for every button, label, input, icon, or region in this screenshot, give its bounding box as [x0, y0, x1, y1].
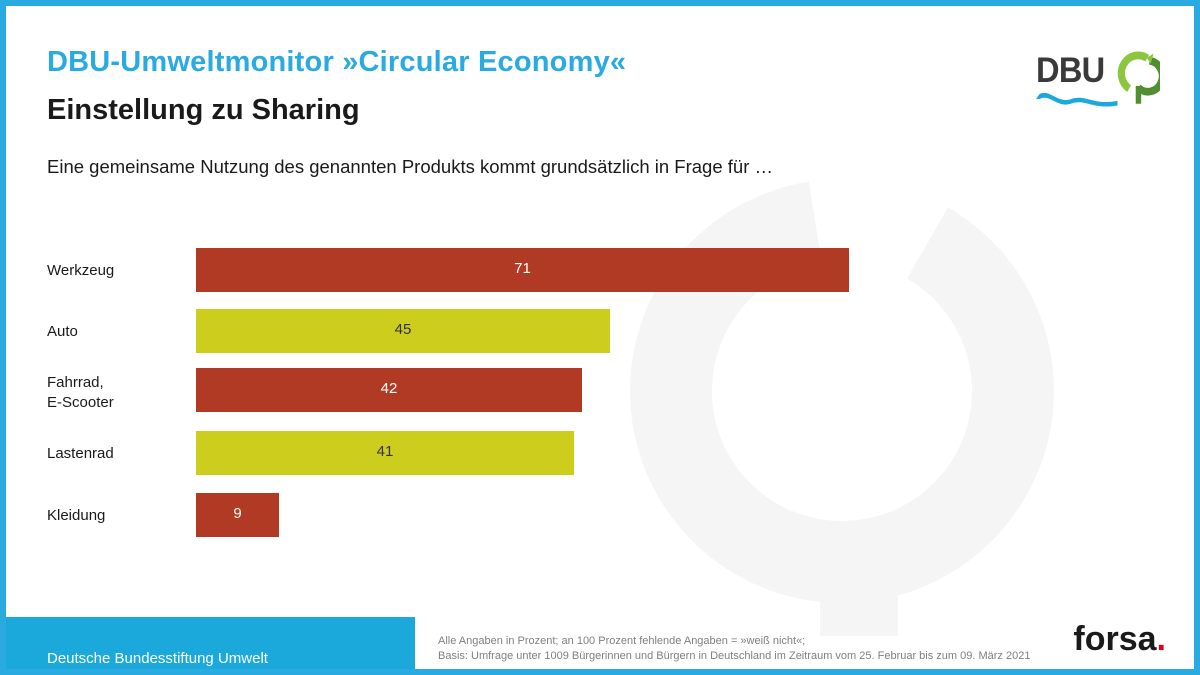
svg-text:DBU: DBU: [1036, 51, 1104, 90]
